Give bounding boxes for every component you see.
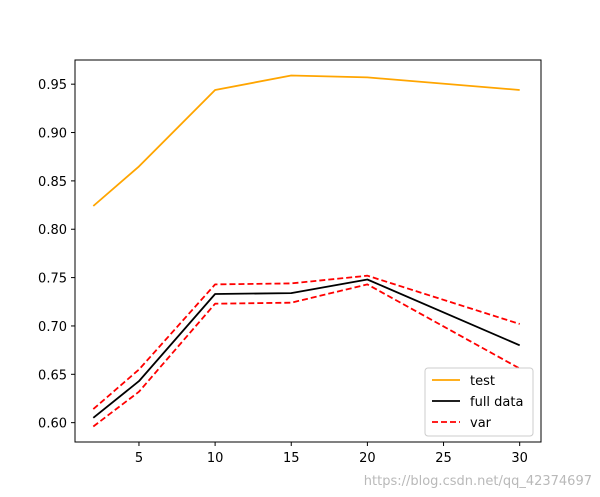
x-tick-label: 25 [435, 451, 452, 466]
watermark-text: https://blog.csdn.net/qq_42374697 [364, 474, 592, 489]
y-tick-label: 0.85 [38, 175, 67, 190]
x-axis: 5 10 15 20 25 30 [135, 442, 528, 466]
y-tick-label: 0.70 [38, 320, 67, 335]
legend-label-full-data: full data [470, 395, 523, 410]
series-layer [92, 74, 521, 428]
x-tick-label: 10 [207, 451, 224, 466]
y-axis: 0.60 0.65 0.70 0.75 0.80 0.85 0.90 0.95 [38, 78, 75, 432]
y-tick-label: 0.80 [38, 223, 67, 238]
legend-label-test: test [470, 374, 495, 389]
legend-label-var: var [470, 416, 492, 431]
x-tick-label: 15 [283, 451, 300, 466]
series-line-var [92, 274, 520, 410]
x-tick-label: 5 [135, 451, 143, 466]
x-tick-label: 20 [359, 451, 376, 466]
y-tick-label: 0.90 [38, 127, 67, 142]
y-tick-label: 0.75 [38, 272, 67, 287]
y-tick-label: 0.65 [38, 368, 67, 383]
y-tick-label: 0.60 [38, 417, 67, 432]
y-tick-label: 0.95 [38, 78, 67, 93]
series-line-full-data [92, 278, 521, 419]
series-line-test [92, 74, 520, 207]
legend: test full data var [424, 367, 534, 437]
x-tick-label: 30 [511, 451, 528, 466]
legend-box [424, 367, 534, 437]
axes-frame [74, 59, 542, 443]
series-line-var-lower [92, 283, 521, 428]
